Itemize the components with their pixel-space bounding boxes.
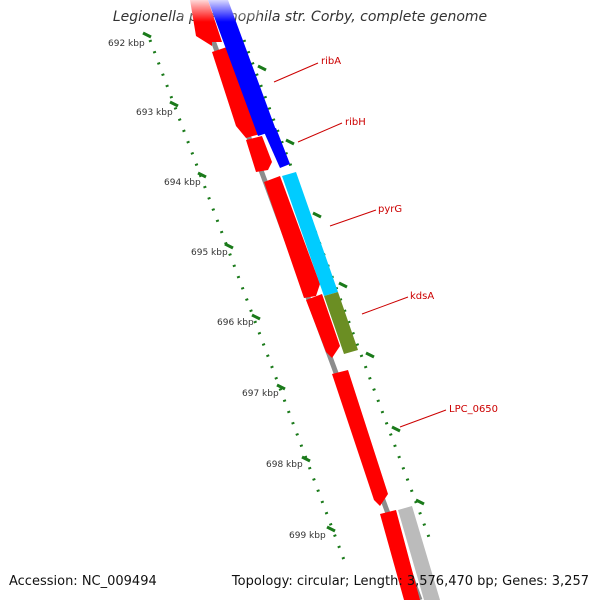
ruler-label-694: 694 kbp	[164, 178, 201, 188]
outer-ticks	[257, 64, 425, 506]
forward-cds-lane	[190, 0, 420, 600]
ruler-label-697: 697 kbp	[242, 389, 279, 399]
cds-arrow[interactable]	[264, 176, 320, 298]
kdsA-label[interactable]: kdsA	[410, 291, 434, 302]
outer-tick	[285, 138, 295, 146]
ruler-label-693: 693 kbp	[136, 108, 173, 118]
ribH-gene[interactable]	[264, 128, 290, 168]
accession-text: Accession: NC_009494	[9, 574, 157, 589]
top-fade	[180, 0, 260, 22]
genome-summary-text: Topology: circular; Length: 3,576,470 bp…	[231, 574, 589, 589]
ribA-gene[interactable]	[208, 0, 276, 136]
outer-tick	[365, 351, 375, 359]
cds-arrow[interactable]	[212, 46, 262, 138]
outer-tick	[391, 425, 401, 433]
cds-arrow[interactable]	[306, 294, 340, 358]
ruler-label-698: 698 kbp	[266, 460, 303, 470]
ruler-tick	[224, 242, 234, 250]
ruler-label-699: 699 kbp	[289, 531, 326, 541]
outer-tick	[312, 211, 322, 219]
kdsA-leader-line	[361, 296, 409, 315]
ribA-label[interactable]: ribA	[321, 56, 341, 67]
ruler-tick	[169, 100, 179, 108]
cds-arrow[interactable]	[380, 510, 420, 600]
grey-gene[interactable]	[398, 506, 440, 600]
outer-dotted-arc	[242, 39, 432, 541]
ruler-label-696: 696 kbp	[217, 318, 254, 328]
ruler-tick	[326, 525, 336, 533]
ribA-leader-line	[273, 62, 319, 83]
ruler-tick	[301, 455, 311, 463]
cds-arrow[interactable]	[246, 136, 272, 172]
pyrG-label[interactable]: pyrG	[378, 204, 402, 215]
LPC_0650-label[interactable]: LPC_0650	[449, 404, 498, 415]
LPC_0650-leader-line	[399, 409, 447, 428]
ruler-ticks	[142, 31, 336, 533]
pyrG-leader-line	[329, 209, 377, 227]
ruler-label-695: 695 kbp	[191, 248, 228, 258]
pyrG-gene[interactable]	[282, 172, 338, 296]
ribH-leader-line	[297, 122, 343, 143]
ruler-tick	[142, 31, 152, 39]
cds-arrow[interactable]	[332, 370, 388, 506]
ribH-label[interactable]: ribH	[345, 117, 366, 128]
ruler-dotted-arc	[148, 39, 346, 561]
ruler-tick	[197, 171, 207, 179]
ruler-label-692: 692 kbp	[108, 39, 145, 49]
outer-tick	[338, 281, 348, 289]
ruler-tick	[251, 313, 261, 321]
outer-tick	[257, 64, 267, 72]
outer-tick	[415, 498, 425, 506]
ruler-tick	[276, 383, 286, 391]
kdsA-gene[interactable]	[324, 292, 358, 354]
